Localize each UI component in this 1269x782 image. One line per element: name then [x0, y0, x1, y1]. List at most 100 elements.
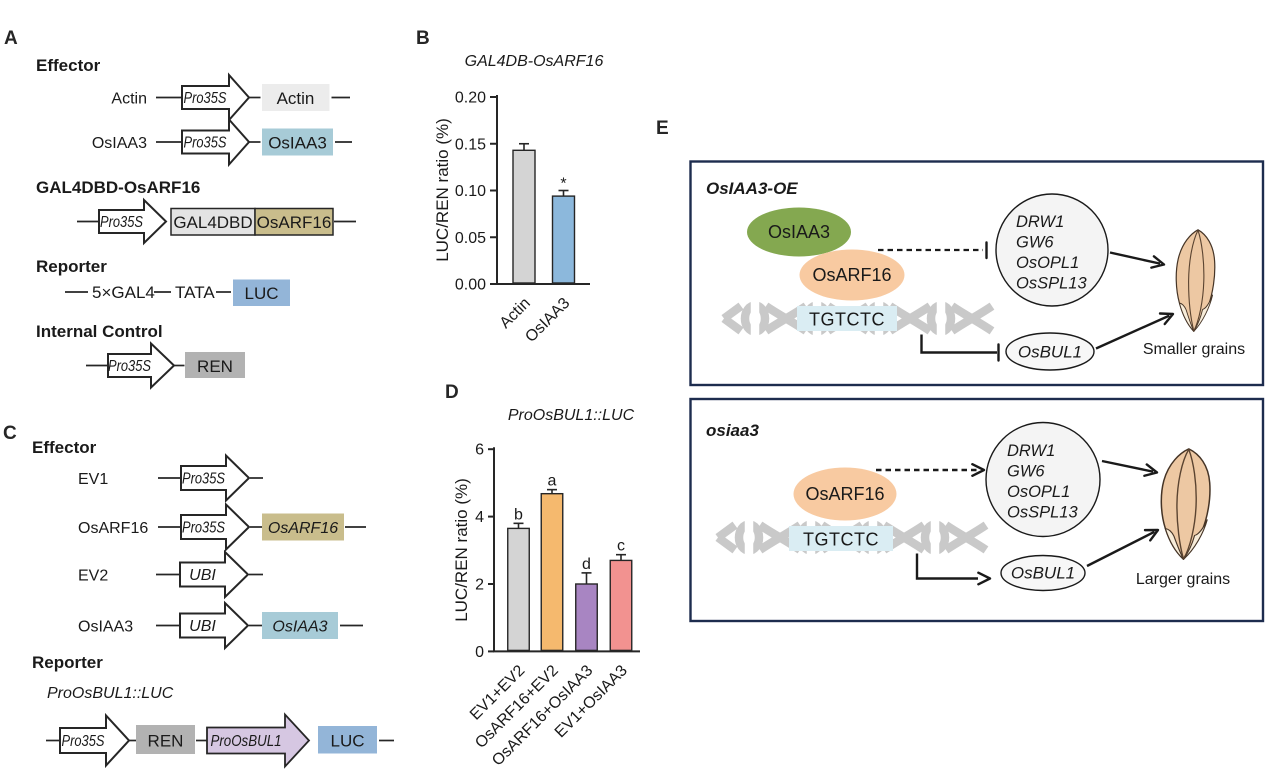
panel-e-label: E [656, 118, 669, 139]
dna-binding-site-label: TGTCTC [803, 530, 879, 550]
promoter-label: Pro35S [184, 90, 228, 107]
element-label: TATA [175, 283, 215, 302]
model-box-osiaa3-oe: OsIAA3-OE TGTCTC OsIAA3 OsARF16 DRW1 GW6… [689, 160, 1265, 387]
promoter-label: Pro35S [62, 733, 106, 750]
gene-box-label: REN [148, 732, 184, 751]
promoter-arrow [107, 341, 176, 390]
target-gene-label: OsBUL1 [1011, 564, 1075, 583]
promoter-label: UBI [189, 618, 216, 635]
panel-b-label: B [416, 28, 430, 49]
target-gene-ellipse-osbul1 [1005, 332, 1095, 371]
gene-box [262, 612, 338, 639]
panel-d-label: D [445, 382, 459, 403]
dna-strand [721, 315, 744, 335]
arrow-circle-to-grain [1109, 251, 1166, 269]
grain-small [1175, 229, 1216, 332]
gene-box-label: LUC [244, 284, 278, 303]
panel-c-reporter-heading: Reporter [32, 653, 103, 672]
panel-a: A Effector Actin Pro35S Actin OsIAA3 Pro… [4, 28, 356, 390]
arrow-shaft [1101, 459, 1154, 473]
panel-a-gal4-heading: GAL4DBD-OsARF16 [36, 178, 200, 197]
panel-a-internal-heading: Internal Control [36, 322, 163, 341]
construct-row-ev1: EV1 Pro35S [78, 453, 263, 503]
promoter-label: ProOsBUL1 [211, 733, 282, 750]
gene-box-label: REN [197, 357, 233, 376]
arrowhead [977, 571, 992, 586]
dna-helix-gap [750, 300, 760, 337]
protein-label-osarf16: OsARF16 [812, 265, 891, 285]
gene-box [262, 128, 333, 156]
promoter-label: Pro35S [184, 135, 228, 152]
arrow-shaft [1095, 314, 1170, 350]
significance-label: b [514, 506, 523, 523]
dna-helix-gap [744, 519, 754, 556]
promoter-arrow [180, 453, 251, 503]
gene-box-label: OsIAA3 [272, 619, 327, 636]
elbow-inhibition-line [920, 334, 997, 354]
arrow-shaft [1109, 251, 1161, 265]
promoter-arrow [180, 502, 251, 552]
gene-box [185, 352, 245, 378]
bar-Actin [512, 149, 536, 284]
grain-caption: Smaller grains [1143, 341, 1245, 358]
construct-row-osarf16: OsARF16 Pro35S OsARF16 [78, 502, 366, 552]
promoter-arrow [181, 116, 251, 168]
significance-label: d [582, 556, 591, 573]
gene-name: GW6 [1016, 234, 1054, 252]
model-box-title: OsIAA3-OE [706, 179, 798, 198]
row-label: OsARF16 [78, 520, 148, 537]
grain-caption: Larger grains [1136, 571, 1230, 588]
gene-box [233, 279, 290, 306]
activation-arrowhead [977, 571, 992, 586]
promoter-label: Pro35S [108, 358, 152, 375]
arrowhead [1143, 463, 1159, 477]
gene-box-label: LUC [330, 732, 364, 751]
construct-row-osiaa3-c: OsIAA3 UBI OsIAA3 [78, 600, 363, 651]
gene-name: OsOPL1 [1007, 483, 1070, 501]
row-label: EV1 [78, 471, 108, 488]
promoter-arrow [179, 600, 250, 651]
y-tick-label: 6 [475, 442, 484, 459]
model-box-border [689, 397, 1265, 623]
promoter-arrow [98, 197, 168, 246]
arrow-circle-to-grain [1101, 459, 1159, 477]
dna-strand [949, 302, 995, 335]
gene-name: OsSPL13 [1007, 504, 1078, 522]
dna-helix-gap [936, 300, 946, 337]
construct-row-gal4dbd: Pro35S GAL4DBD OsARF16 [77, 197, 356, 246]
row-label: Actin [111, 91, 147, 108]
construct-row-actin: Actin Pro35S Actin [111, 72, 350, 123]
y-axis-label: LUC/REN ratio (%) [433, 118, 452, 262]
y-tick-label: 0.00 [455, 277, 486, 294]
arrowhead [971, 463, 986, 477]
gene-name: OsSPL13 [1016, 275, 1087, 293]
promoter-label: Pro35S [182, 520, 226, 537]
arrow-shaft [1086, 530, 1155, 568]
gene-name: GW6 [1007, 463, 1045, 481]
protein-label-osarf16: OsARF16 [805, 484, 884, 504]
x-tick-label: OsIAA3 [522, 295, 573, 346]
row-label: OsIAA3 [78, 619, 133, 636]
protein-ellipse-osarf16 [799, 249, 905, 301]
panel-a-label: A [4, 28, 18, 49]
model-box-border [689, 160, 1265, 387]
chart-title: GAL4DB-OsARF16 [465, 53, 604, 70]
arrowhead [1158, 312, 1175, 326]
construct-row-osiaa3: OsIAA3 Pro35S OsIAA3 [92, 116, 352, 168]
dna-binding-site-box [797, 306, 897, 331]
gene-box-label: OsIAA3 [268, 134, 327, 153]
protein-label-osiaa3: OsIAA3 [768, 222, 830, 242]
y-tick-label: 0.10 [455, 183, 486, 200]
protein-ellipse-osarf16 [793, 467, 897, 521]
gene-name: DRW1 [1016, 213, 1064, 231]
target-gene-label: OsBUL1 [1018, 343, 1082, 362]
dashed-activation-arrow [876, 463, 986, 477]
significance-label: a [548, 473, 557, 490]
panel-a-reporter-heading: Reporter [36, 257, 107, 276]
row-label: OsIAA3 [92, 135, 147, 152]
